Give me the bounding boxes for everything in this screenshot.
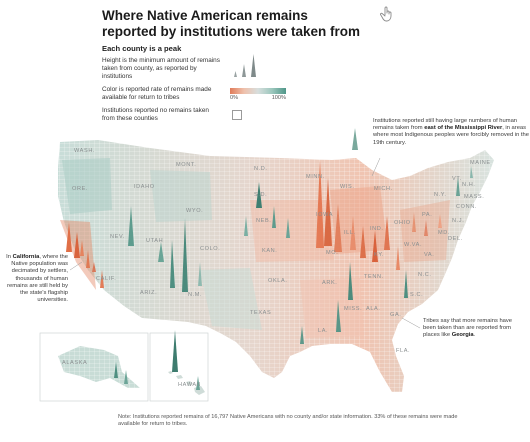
annotation-cal-text: In — [6, 254, 13, 260]
state-label-nd: N.D. — [254, 166, 268, 172]
legend-color-row: Color is reported rate of remains made a… — [102, 86, 302, 102]
state-label-hawaii: HAWAII — [178, 382, 201, 388]
annotation-ga-text-end: . — [473, 332, 476, 339]
state-label-alaska: ALASKA — [62, 360, 87, 366]
annotation-east-text: Institutions reported still having large… — [373, 118, 518, 132]
state-label-ohio: OHIO — [394, 220, 411, 226]
state-label-idaho: IDAHO — [134, 184, 155, 190]
annotation-california: In California, where the Native populati… — [0, 254, 68, 304]
legend: Each county is a peak Height is the mini… — [102, 44, 302, 123]
legend-peak-icon — [234, 54, 256, 77]
state-label-mo: MO. — [326, 250, 338, 256]
annotation-cal-bold: California — [12, 254, 40, 260]
state-label-mass: MASS. — [464, 194, 484, 200]
state-label-ny: N.Y. — [434, 192, 447, 198]
scale-max-label: 100% — [271, 95, 286, 102]
state-label-ga: GA. — [390, 312, 401, 318]
state-label-nev: NEV. — [110, 234, 125, 240]
scale-min-label: 0% — [230, 95, 239, 102]
state-label-okla: OKLA. — [268, 278, 287, 284]
state-label-va: VA. — [424, 252, 434, 258]
page-title: Where Native American remains reported b… — [102, 8, 361, 39]
state-label-ark: ARK. — [322, 280, 337, 286]
state-label-fla: FLA. — [396, 348, 410, 354]
state-label-vt: VT. — [452, 176, 462, 182]
legend-height-text: Height is the minimum amount of remains … — [102, 57, 220, 80]
state-label-wva: W.VA. — [404, 242, 422, 248]
legend-color-text: Color is reported rate of remains made a… — [102, 86, 212, 102]
state-label-del: DEL. — [448, 236, 463, 242]
state-label-ill: ILL. — [344, 230, 356, 236]
state-label-miss: MISS. — [344, 306, 362, 312]
remains-peaks — [66, 128, 473, 390]
state-label-nc: N.C. — [418, 272, 432, 278]
annotation-ga-bold: Georgia — [451, 332, 474, 339]
state-label-ky: KY. — [374, 252, 384, 258]
state-label-pa: PA. — [422, 212, 432, 218]
state-label-sc: S.C. — [410, 292, 423, 298]
state-label-utah: UTAH — [146, 238, 163, 244]
annotation-east-bold: east of the Mississippi River — [424, 125, 503, 132]
state-label-ariz: ARIZ. — [140, 290, 157, 296]
no-remains-swatch — [232, 109, 242, 120]
legend-heading: Each county is a peak — [102, 44, 182, 53]
state-label-nm: N.M. — [188, 292, 202, 298]
legend-height-row: Height is the minimum amount of remains … — [102, 54, 302, 80]
state-label-texas: TEXAS — [250, 310, 271, 316]
state-label-wyo: WYO. — [186, 208, 203, 214]
state-label-sd: S.D. — [254, 192, 267, 198]
footnote: Note: Institutions reported remains of 1… — [118, 414, 458, 428]
state-label-tenn: TENN. — [364, 274, 384, 280]
state-label-ore: ORE. — [72, 186, 88, 192]
annotation-ga-text: Tribes say that more remains have been t… — [423, 318, 513, 339]
state-label-wash: WASH. — [74, 148, 95, 154]
state-label-mont: MONT. — [176, 162, 196, 168]
legend-none-text: Institutions reported no remains taken f… — [102, 106, 209, 122]
state-label-neb: NEB. — [256, 218, 271, 224]
state-label-md: MD. — [438, 230, 450, 236]
state-label-ind: IND. — [370, 226, 384, 232]
hawaii-inset — [149, 332, 209, 402]
color-scale-bar — [230, 88, 286, 95]
state-label-minn: MINN. — [306, 174, 325, 180]
georgia-annotation-leader — [401, 317, 421, 329]
state-label-mich: MICH. — [374, 186, 393, 192]
california-annotation-leader — [69, 261, 83, 271]
state-label-calif: CALIF. — [96, 276, 116, 282]
state-label-conn: CONN. — [456, 204, 477, 210]
state-label-maine: MAINE — [470, 160, 491, 166]
annotation-east-mississippi: Institutions reported still having large… — [373, 118, 530, 147]
state-label-la: LA. — [318, 328, 328, 334]
state-label-nj: N.J. — [452, 218, 464, 224]
state-label-colo: COLO. — [200, 246, 220, 252]
east-annotation-leader — [371, 157, 381, 177]
state-labels: WASH. ORE. CALIF. NEV. IDAHO MONT. WYO. … — [62, 148, 491, 388]
annotation-georgia: Tribes say that more remains have been t… — [423, 318, 515, 340]
alaska-inset — [39, 332, 149, 402]
legend-color-scale: 0% 100% — [230, 88, 286, 102]
annotation-east-text-end: , in areas where most Indigenous peoples… — [373, 125, 529, 146]
contiguous-us — [58, 140, 494, 392]
hand-pointer-icon[interactable] — [380, 6, 394, 22]
state-label-nh: N.H. — [462, 182, 476, 188]
state-label-ala: ALA. — [366, 306, 381, 312]
state-label-wis: WIS. — [340, 184, 355, 190]
state-label-kan: KAN. — [262, 248, 277, 254]
annotation-cal-text-end: , where the Native population was decima… — [7, 254, 68, 304]
legend-none-row: Institutions reported no remains taken f… — [102, 107, 302, 123]
state-label-iowa: IOWA — [316, 212, 333, 218]
